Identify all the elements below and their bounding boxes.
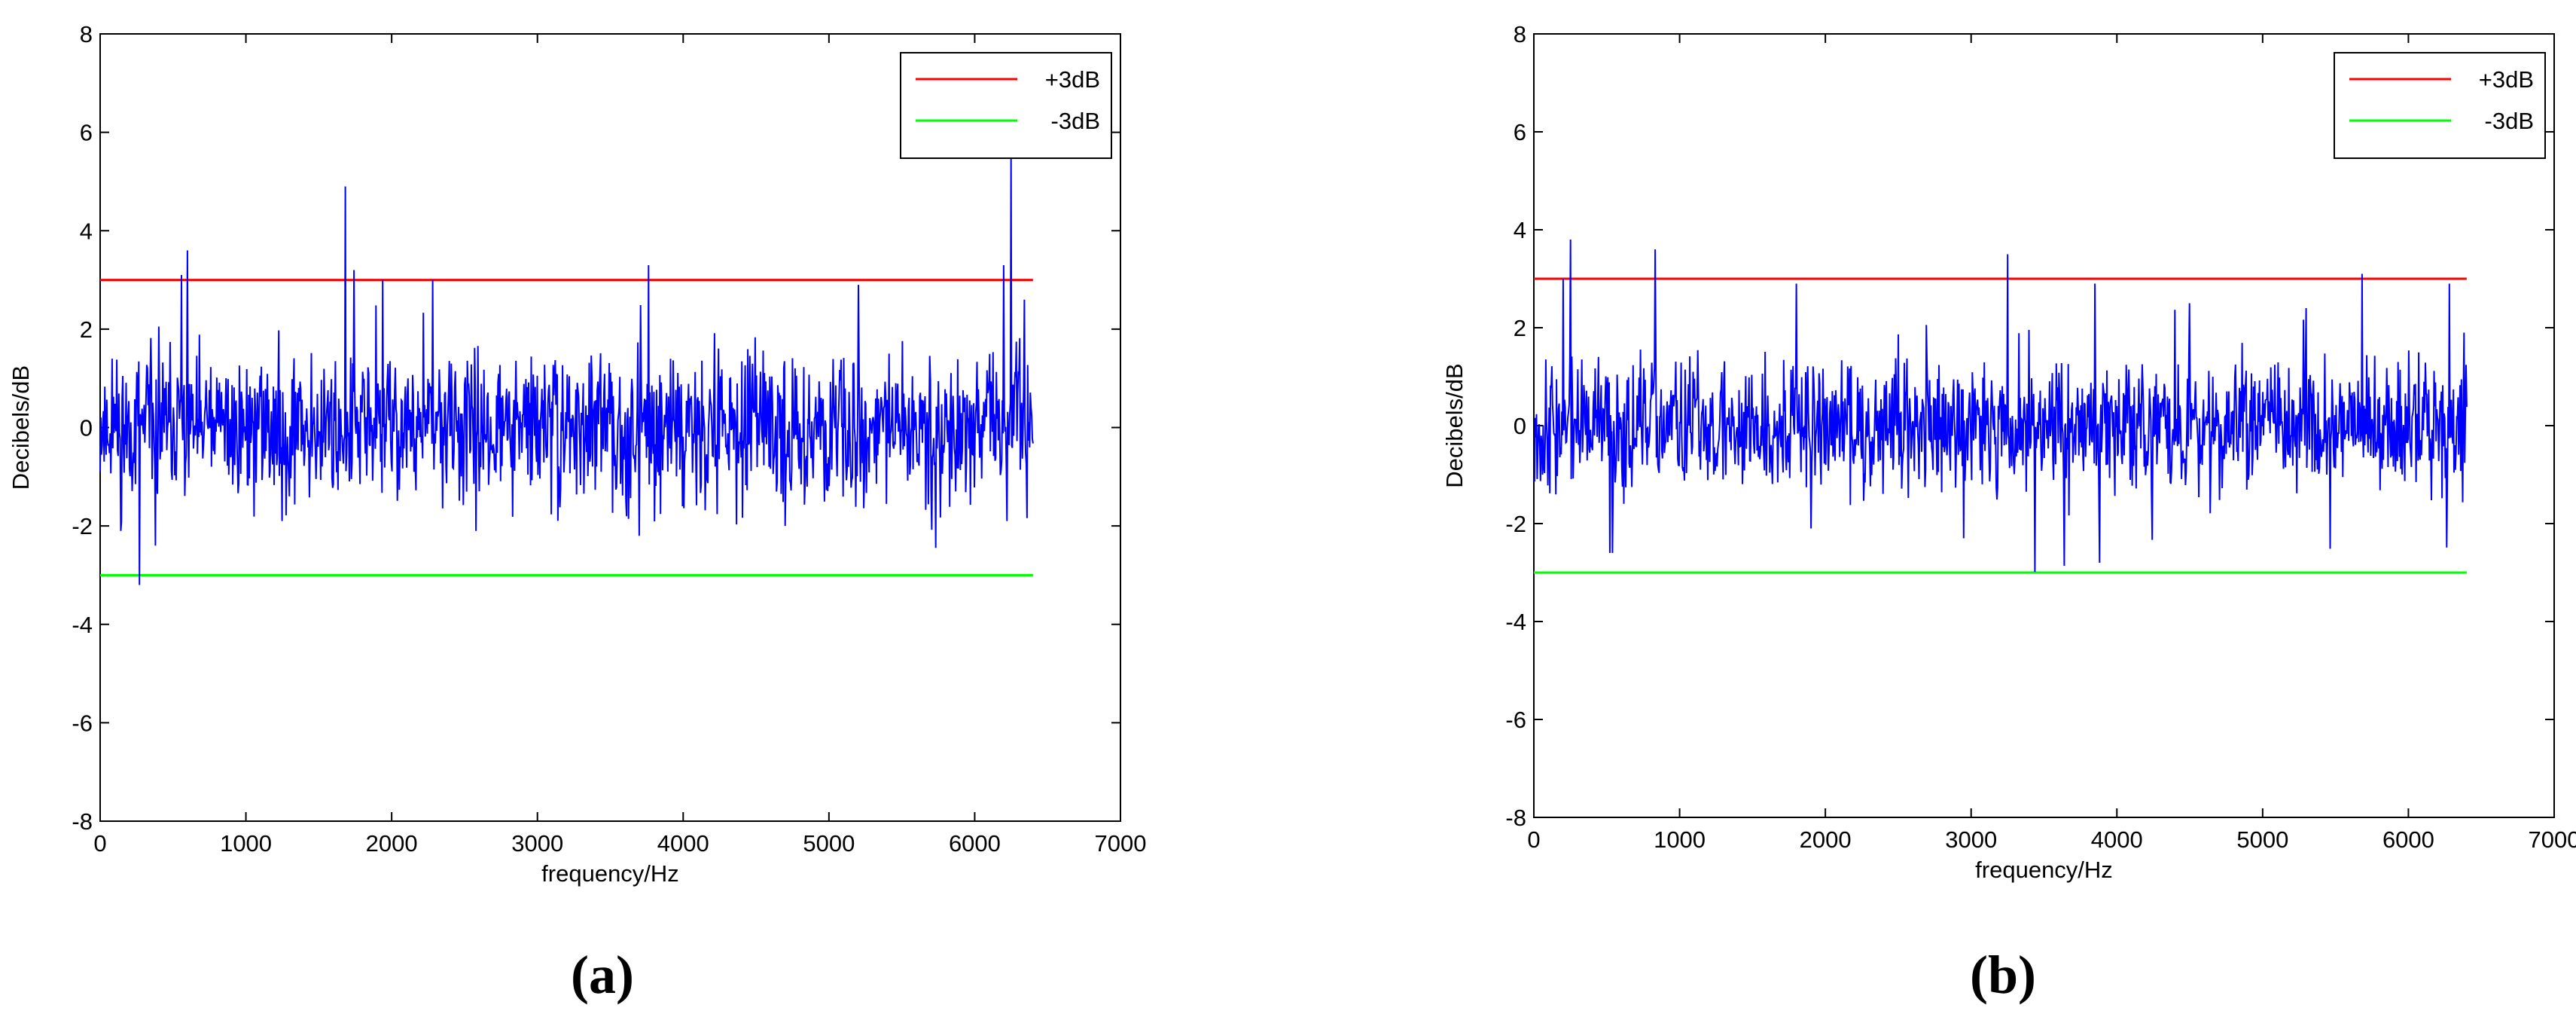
panel-a-caption: (a)	[571, 945, 634, 1005]
x-tick-label: 1000	[1654, 826, 1706, 853]
legend-entry-label: -3dB	[1051, 108, 1100, 134]
y-tick-label: 2	[1514, 315, 1526, 341]
y-tick-label: 2	[80, 316, 93, 343]
x-axis-label: frequency/Hz	[541, 860, 679, 887]
legend	[2334, 52, 2546, 159]
legend-entry-label: +3dB	[2479, 66, 2534, 93]
legend	[900, 52, 1112, 159]
x-tick-label: 7000	[2529, 826, 2576, 853]
x-tick-label: 0	[93, 830, 106, 857]
y-tick-label: 0	[80, 415, 93, 441]
y-tick-label: 6	[80, 120, 93, 146]
chart-panel-a: 0 1000 2000 3000 4000 5000 6000 7000 -8 -6 -4 -2 0 2 4…	[8, 21, 1146, 887]
series-line-spectrum	[99, 151, 1034, 585]
y-tick-label: 6	[1514, 119, 1526, 145]
y-tick-label: -4	[72, 612, 93, 638]
y-tick-label: -4	[1505, 609, 1526, 635]
y-tick-label: 4	[80, 218, 93, 244]
x-tick-label: 3000	[1945, 826, 1997, 853]
y-tick-label: -8	[72, 808, 93, 835]
y-axis-label: Decibels/dB	[8, 365, 34, 490]
panel-b-caption: (b)	[1970, 945, 2036, 1005]
legend-entry-label: +3dB	[1045, 66, 1100, 93]
x-tick-label: 2000	[366, 830, 418, 857]
y-tick-label: -6	[1505, 707, 1526, 733]
x-axis-label: frequency/Hz	[1975, 857, 2113, 883]
series-line-spectrum	[1533, 239, 2468, 573]
x-tick-label: 5000	[803, 830, 855, 857]
x-tick-label: 6000	[2382, 826, 2434, 853]
x-tick-label: 0	[1527, 826, 1540, 853]
x-tick-label: 3000	[511, 830, 563, 857]
x-tick-label: 4000	[657, 830, 709, 857]
y-tick-label: 0	[1514, 413, 1526, 439]
chart-panel-b: 0 1000 2000 3000 4000 5000 6000 7000 -8 -6 -4 -2 0 2 4…	[1441, 21, 2576, 883]
x-tick-label: 7000	[1095, 830, 1147, 857]
y-tick-label: -2	[72, 513, 93, 539]
y-tick-label: 8	[1514, 21, 1526, 47]
y-tick-label: -8	[1505, 805, 1526, 831]
x-tick-label: 6000	[949, 830, 1001, 857]
y-tick-label: -6	[72, 710, 93, 736]
y-tick-label: -2	[1505, 511, 1526, 537]
legend-entry-label: -3dB	[2485, 108, 2534, 134]
y-tick-label: 8	[80, 21, 93, 47]
x-tick-label: 1000	[220, 830, 272, 857]
x-tick-label: 2000	[1800, 826, 1852, 853]
x-tick-label: 4000	[2091, 826, 2143, 853]
x-tick-label: 5000	[2236, 826, 2288, 853]
y-axis-label: Decibels/dB	[1441, 363, 1468, 487]
y-tick-label: 4	[1514, 217, 1526, 243]
